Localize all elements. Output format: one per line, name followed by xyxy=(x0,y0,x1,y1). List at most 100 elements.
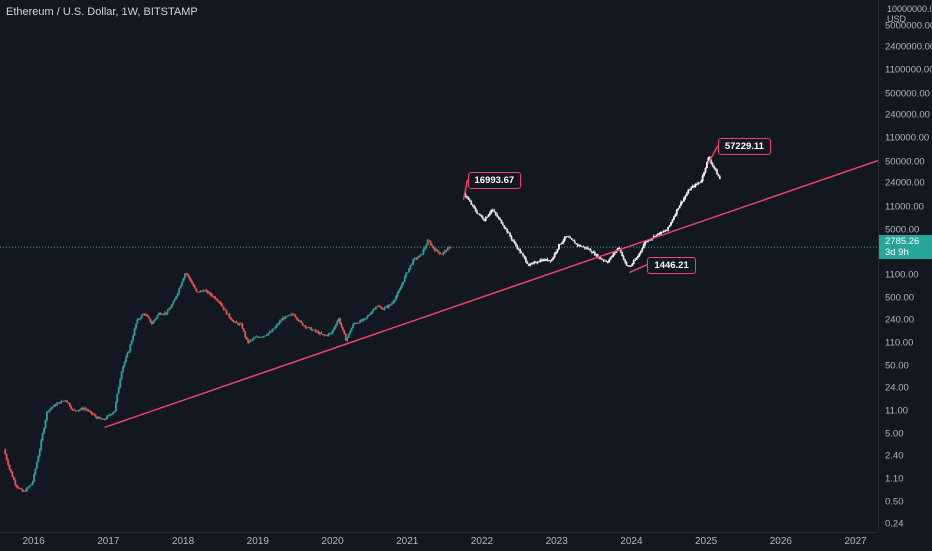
candle-body xyxy=(514,242,517,246)
candle-body xyxy=(251,339,254,341)
price-unit-top: 10000000.00 xyxy=(887,4,932,14)
candle-body xyxy=(713,165,716,168)
candle-series-0 xyxy=(4,238,452,493)
candle-body xyxy=(38,449,41,457)
candle-body xyxy=(575,243,578,245)
candle-body xyxy=(255,336,258,338)
price-callout[interactable]: 16993.67 xyxy=(467,171,522,189)
candle-body xyxy=(569,237,572,239)
candle-body xyxy=(303,325,306,327)
candle-body xyxy=(363,318,366,320)
candle-body xyxy=(380,307,383,310)
candle-body xyxy=(211,294,214,297)
price-callout[interactable]: 57229.11 xyxy=(717,137,771,155)
candle-body xyxy=(446,247,449,251)
candle-body xyxy=(704,167,707,173)
candle-body xyxy=(711,163,714,166)
callout-pointer xyxy=(629,263,648,274)
candle-body xyxy=(212,296,215,298)
candle-body xyxy=(116,393,119,402)
candle-body xyxy=(377,306,380,307)
candle-body xyxy=(416,257,419,259)
candle-body xyxy=(278,321,281,324)
candle-body xyxy=(370,311,373,314)
candle-body xyxy=(698,182,701,184)
candle-body xyxy=(133,328,136,336)
candle-body xyxy=(400,284,403,288)
candle-body xyxy=(703,172,705,176)
price-tick-label: 24.00 xyxy=(885,382,909,394)
candle-body xyxy=(261,336,264,338)
candle-body xyxy=(271,329,274,332)
candle-body xyxy=(608,259,611,263)
candle-body xyxy=(145,314,147,316)
candle-body xyxy=(44,420,47,428)
candle-body xyxy=(354,323,357,324)
time-tick-label: 2017 xyxy=(97,536,120,547)
candle-body xyxy=(189,278,192,282)
candle-body xyxy=(314,329,317,332)
candle-body xyxy=(339,318,341,324)
candle-body xyxy=(343,330,346,335)
candle-body xyxy=(553,253,556,258)
candle-body xyxy=(621,251,624,257)
candle-body xyxy=(14,479,17,485)
candle-body xyxy=(30,484,32,486)
candle-body xyxy=(7,459,10,466)
candle-body xyxy=(306,327,308,329)
candle-body xyxy=(661,231,664,233)
candle-body xyxy=(97,417,100,419)
chart-pane[interactable]: Ethereum / U.S. Dollar, 1W, BITSTAMP 169… xyxy=(0,0,879,532)
candle-body xyxy=(5,454,8,460)
candle-body xyxy=(581,246,583,248)
candle-body xyxy=(680,201,682,206)
candle-body xyxy=(691,186,694,188)
candle-body xyxy=(376,306,379,307)
trendline[interactable] xyxy=(104,159,879,429)
candle-body xyxy=(517,248,520,250)
candle-body xyxy=(129,344,132,352)
candle-body xyxy=(499,218,501,220)
candle-body xyxy=(17,486,20,489)
candle-body xyxy=(173,299,176,302)
candle-body xyxy=(490,209,493,213)
candle-body xyxy=(34,468,37,475)
candle-body xyxy=(576,243,579,246)
candle-body xyxy=(67,402,70,404)
candle-body xyxy=(412,258,415,264)
candle-body xyxy=(438,251,441,254)
price-chart[interactable] xyxy=(0,0,879,532)
candle-body xyxy=(477,213,480,215)
candle-body xyxy=(466,196,468,198)
time-axis[interactable]: 2016 2017 2018 2019 2020 2021 2022 2023 2024 2025… xyxy=(0,532,878,551)
candle-body xyxy=(707,157,710,162)
price-callout[interactable]: 1446.21 xyxy=(647,256,696,274)
candle-body xyxy=(433,248,436,251)
candle-body xyxy=(27,487,30,488)
candle-body xyxy=(487,214,490,217)
candle-body xyxy=(442,251,445,255)
candle-body xyxy=(102,419,104,420)
candle-body xyxy=(467,197,470,200)
candle-body xyxy=(664,230,667,232)
candle-body xyxy=(336,321,339,326)
candle-body xyxy=(396,292,399,297)
price-tick-label: 50.00 xyxy=(885,360,909,372)
candle-body xyxy=(20,488,22,490)
candle-body xyxy=(448,247,451,248)
candle-body xyxy=(509,232,511,237)
candle-body xyxy=(386,306,389,308)
candle-body xyxy=(419,254,422,256)
price-tick-label: 24000.00 xyxy=(885,177,925,189)
price-axis[interactable]: 10000000.00 USD 5000000.00 2400000.00 1100… xyxy=(878,0,932,532)
candle-body xyxy=(500,219,503,224)
candle-body xyxy=(405,272,408,277)
candle-body xyxy=(43,427,45,434)
candle-body xyxy=(234,321,237,323)
candle-body xyxy=(245,336,248,340)
candle-body xyxy=(104,418,107,420)
candle-body xyxy=(428,240,431,242)
candle-body xyxy=(331,329,334,333)
candle-body xyxy=(379,306,382,308)
candle-body xyxy=(70,406,73,410)
